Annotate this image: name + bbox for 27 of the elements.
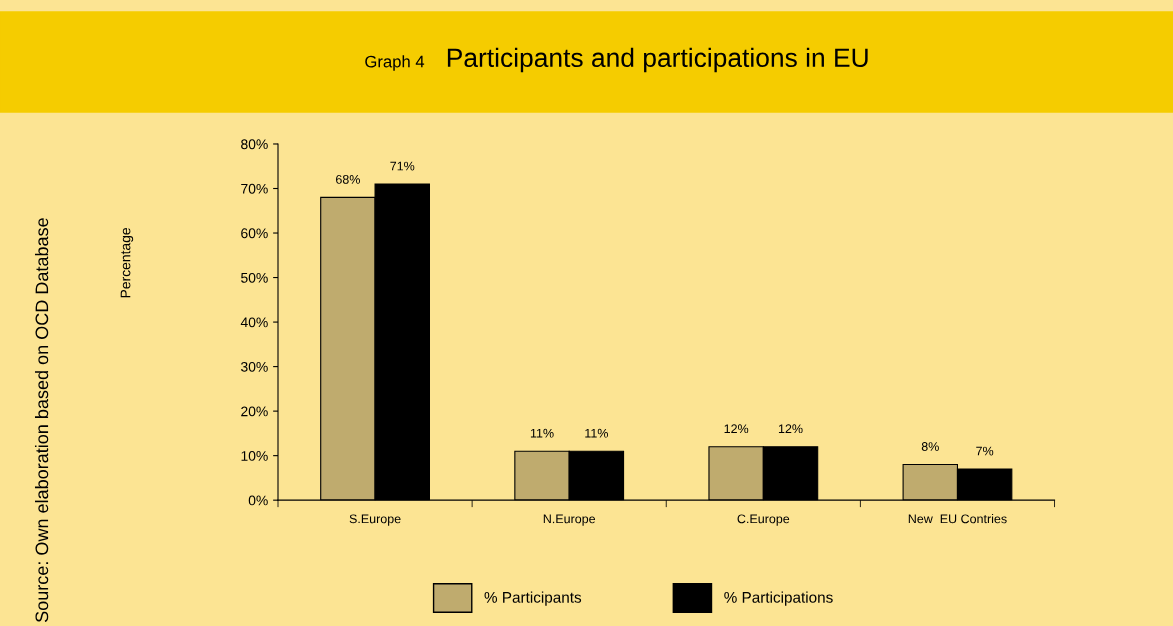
data-label: 71% bbox=[390, 161, 415, 171]
y-tick-label: 50% bbox=[241, 272, 268, 283]
y-tick-label: 20% bbox=[241, 406, 268, 417]
y-tick-label: 80% bbox=[241, 139, 268, 150]
data-label: 7% bbox=[976, 446, 994, 456]
chart-subtitle: Graph 4 bbox=[365, 55, 425, 71]
data-label: 12% bbox=[724, 424, 749, 434]
x-tick-label: C.Europe bbox=[737, 514, 790, 526]
legend-label: % Participations bbox=[724, 591, 833, 606]
x-tick-label: N.Europe bbox=[543, 514, 596, 526]
data-label: 8% bbox=[921, 442, 939, 451]
y-tick-label: 0% bbox=[248, 495, 268, 506]
text: Percentage bbox=[120, 228, 134, 298]
source-note: Source: Own elaboration based on OCD Database bbox=[34, 218, 49, 623]
y-tick-label: 60% bbox=[241, 228, 268, 239]
data-label: 11% bbox=[585, 428, 608, 438]
data-label: 68% bbox=[336, 174, 360, 184]
legend-label: % Participants bbox=[484, 591, 582, 606]
chart-title: Participants and participations in EU bbox=[447, 47, 868, 73]
data-label: 12% bbox=[778, 424, 803, 434]
y-tick-label: 70% bbox=[241, 183, 268, 194]
x-tick-label: New EU Contries bbox=[908, 514, 1007, 524]
x-tick-label: S.Europe bbox=[349, 514, 401, 526]
y-tick-label: 40% bbox=[240, 317, 268, 328]
y-tick-label: 10% bbox=[241, 450, 268, 461]
y-tick-label: 30% bbox=[241, 361, 268, 372]
data-label: 11% bbox=[530, 428, 554, 438]
